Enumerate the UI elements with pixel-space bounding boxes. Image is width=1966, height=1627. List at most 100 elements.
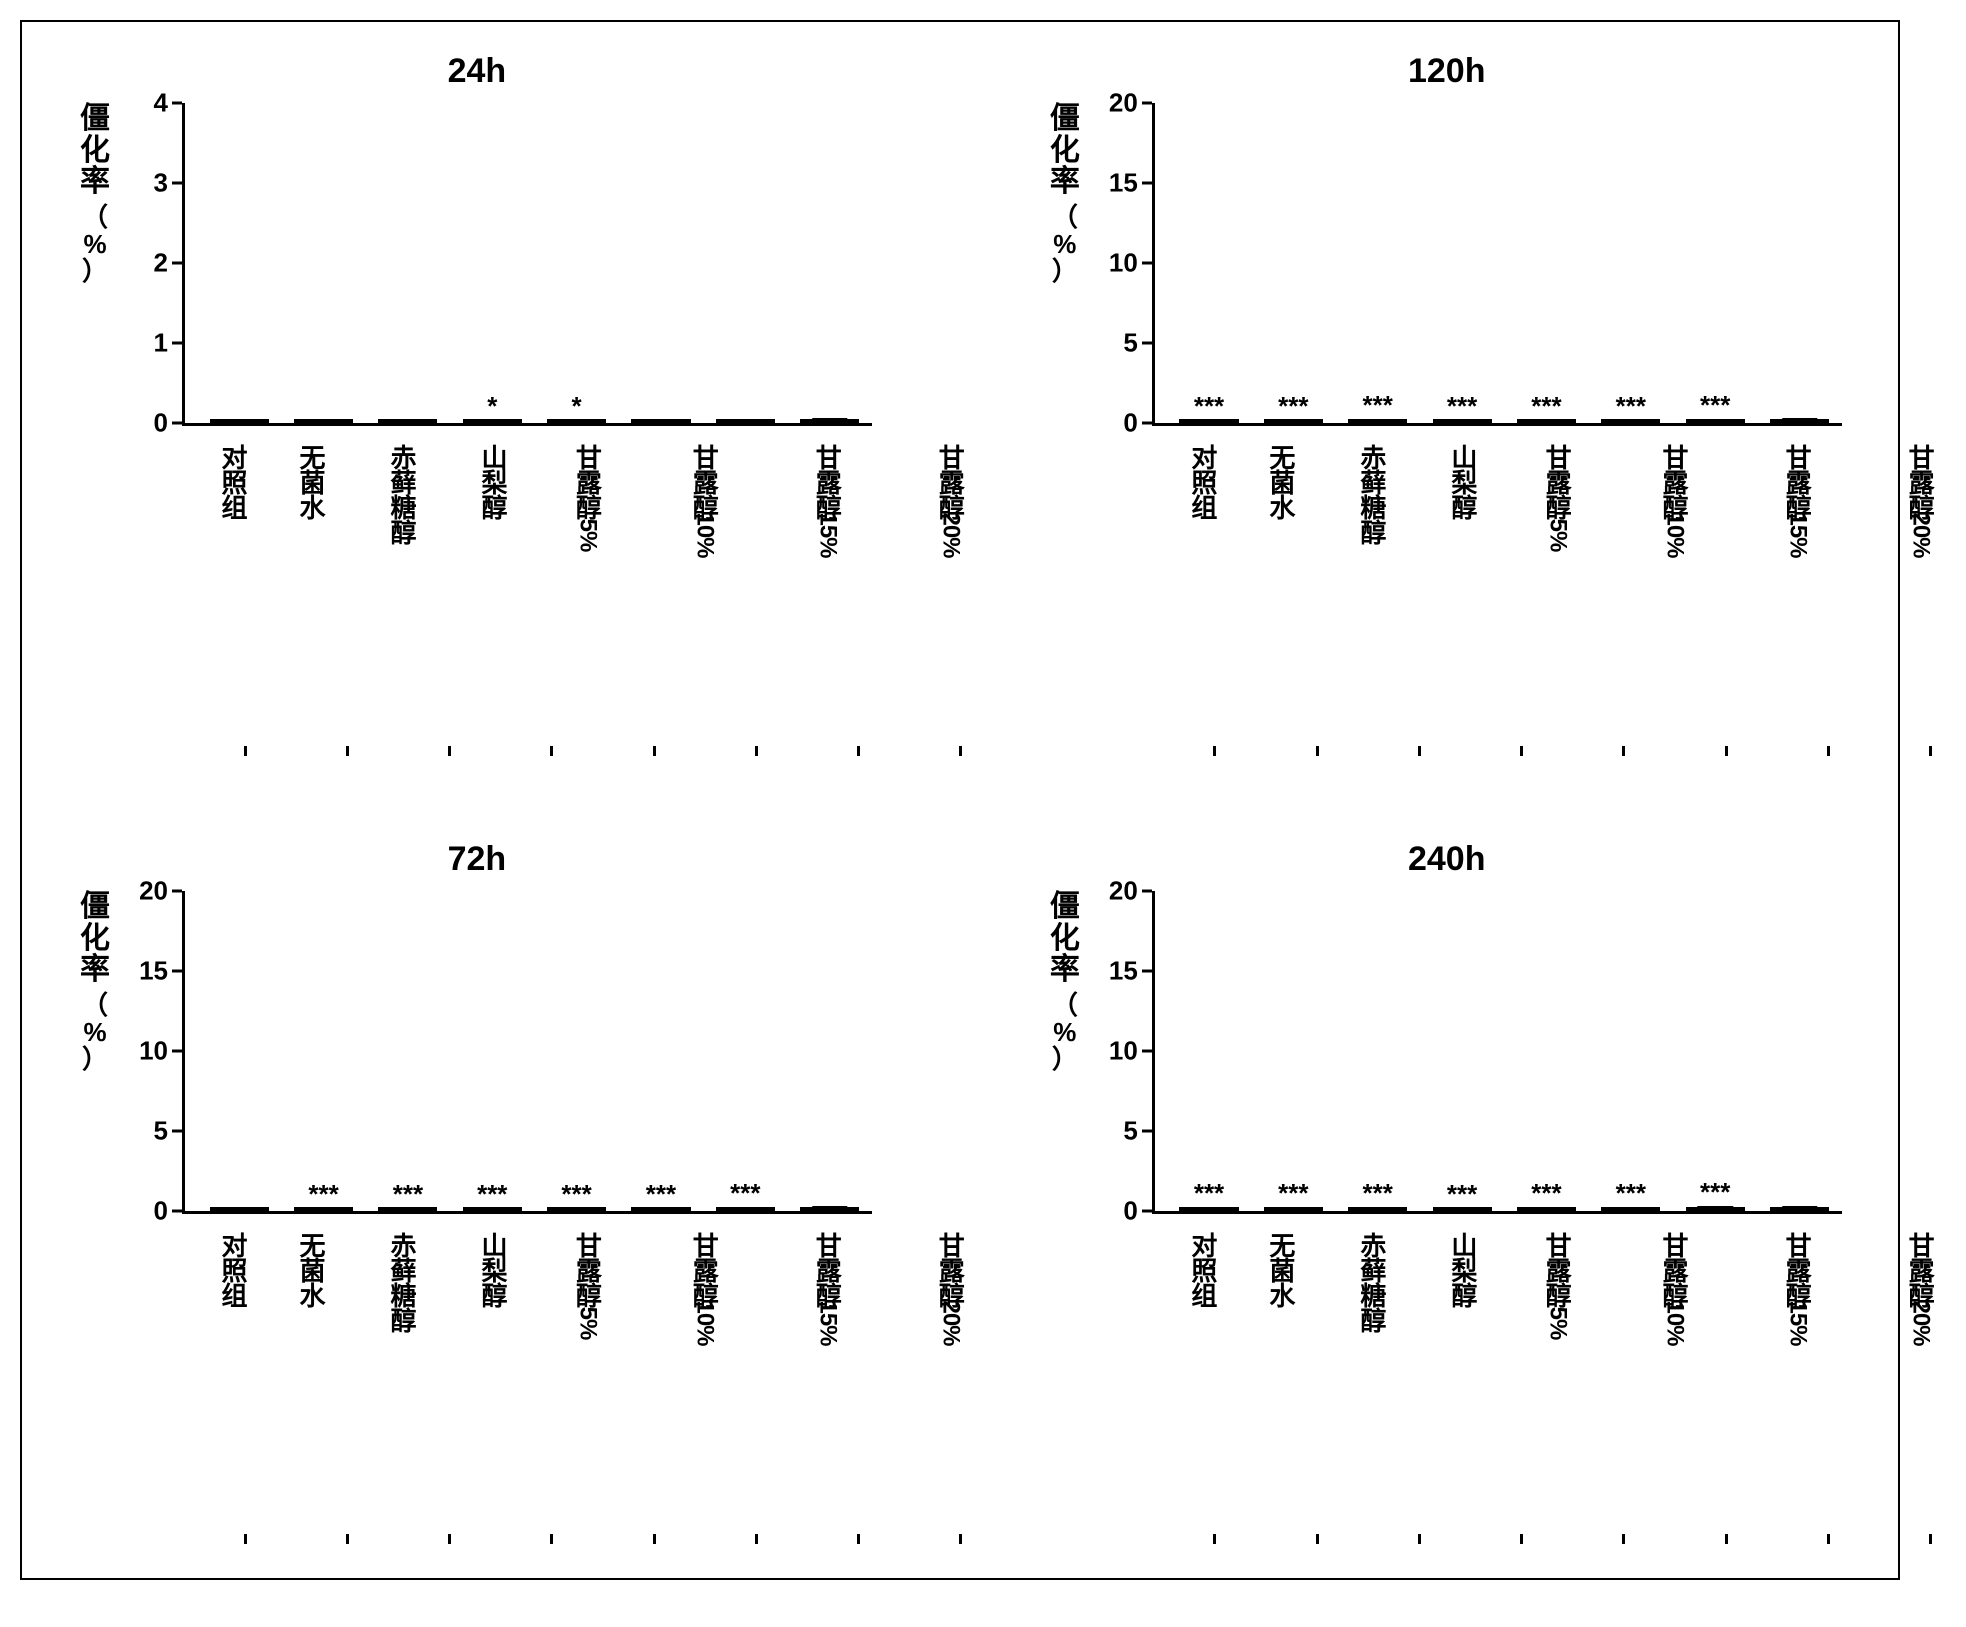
x-tick [346,1534,349,1544]
bar-slot: *** [1673,1207,1757,1211]
x-tick [1827,746,1830,756]
significance-marker: *** [1194,391,1224,422]
x-tick [448,746,451,756]
figure-container: 24h僵化率（%）01234**对照组无菌水赤藓糖醇山梨醇甘露醇5%甘露醇10%… [20,20,1900,1580]
x-tick [550,1534,553,1544]
x-category-label: 甘露醇15% [1775,444,1820,547]
y-tick-label: 10 [139,1036,168,1067]
bars: ********************* [1155,891,1842,1211]
error-cap [221,1208,256,1210]
error-cap [812,1206,847,1208]
panel-title: 24h [62,52,892,91]
bar-slot: *** [450,1207,534,1211]
x-tick [653,746,656,756]
bar-slot [281,419,365,423]
x-category-label: 赤藓糖醇 [389,1232,415,1335]
x-category-label: 甘露醇15% [805,444,850,547]
error-bar [576,422,578,423]
x-tick [1316,1534,1319,1544]
x-category-label: 赤藓糖醇 [389,444,415,547]
y-tick-label: 1 [154,328,168,359]
y-tick-label: 5 [154,1116,168,1147]
plot-area: 僵化率（%）05101520****************** [182,891,872,1214]
bar-slot [788,1207,872,1211]
x-ticks [1152,1534,1966,1544]
x-tick [1213,746,1216,756]
y-tick-label: 5 [1123,328,1137,359]
significance-marker: *** [393,1179,423,1210]
y-tick-label: 3 [154,168,168,199]
panel-p24: 24h僵化率（%）01234**对照组无菌水赤藓糖醇山梨醇甘露醇5%甘露醇10%… [62,52,892,760]
panel-title: 72h [62,840,892,879]
x-tick [1520,746,1523,756]
y-tick-label: 5 [1123,1116,1137,1147]
y-tick-label: 0 [1123,408,1137,439]
significance-marker: *** [1447,391,1477,422]
bar-slot [703,419,787,423]
x-category-label: 甘露醇10% [682,1232,727,1335]
bars: ** [185,103,872,423]
bar-slot: *** [1589,419,1673,423]
y-tick-label: 0 [1123,1196,1137,1227]
x-tick [1213,1534,1216,1544]
y-tick-label: 20 [1109,88,1138,119]
x-tick [244,746,247,756]
x-category-label: 甘露醇15% [1775,1232,1820,1335]
plot-area: 僵化率（%）01234** [182,103,872,426]
significance-marker: *** [1363,390,1393,421]
x-category-label: 甘露醇20% [928,444,973,547]
bars: ********************* [1155,103,1842,423]
significance-marker: *** [477,1179,507,1210]
error-cap [306,419,341,421]
bar-slot [366,419,450,423]
panel-p240: 240h僵化率（%）05101520*********************对… [1032,840,1862,1548]
x-category-label: 甘露醇5% [1541,1232,1574,1335]
significance-marker: *** [1194,1178,1224,1209]
significance-marker: *** [1616,391,1646,422]
x-category-label: 甘露醇20% [1898,444,1943,547]
bar-slot: *** [1167,1207,1251,1211]
panel-title: 120h [1032,52,1862,91]
bar-slot [619,419,703,423]
bar-slot: *** [619,1207,703,1211]
x-tick [1929,1534,1932,1544]
significance-marker: *** [561,1179,591,1210]
significance-marker: *** [1363,1178,1393,1209]
error-cap [1782,1206,1817,1208]
x-tick [1418,746,1421,756]
x-ticks [182,1534,1012,1544]
x-tick [1725,746,1728,756]
x-category-label: 甘露醇20% [1898,1232,1943,1335]
plot-area: 僵化率（%）05101520********************* [1152,891,1842,1214]
x-tick [857,1534,860,1544]
y-tick-label: 10 [1109,248,1138,279]
significance-marker: *** [1616,1178,1646,1209]
x-tick [1827,1534,1830,1544]
y-tick-label: 20 [1109,876,1138,907]
x-tick [346,746,349,756]
x-category-label: 对照组 [220,444,246,547]
x-category-label: 山梨醇 [1450,1232,1476,1335]
significance-marker: *** [1531,391,1561,422]
x-category-label: 甘露醇20% [928,1232,973,1335]
x-category-label: 对照组 [220,1232,246,1335]
x-tick [1725,1534,1728,1544]
x-category-label: 山梨醇 [480,444,506,547]
x-category-label: 无菌水 [1268,1232,1294,1335]
bar-slot: *** [1420,419,1504,423]
error-cap [1782,418,1817,420]
panel-p120: 120h僵化率（%）05101520*********************对… [1032,52,1862,760]
y-tick-label: 0 [154,1196,168,1227]
significance-marker: * [572,391,582,422]
y-axis-label: 僵化率（%） [1045,891,1085,1073]
error-bar [407,421,409,422]
x-tick [959,1534,962,1544]
x-ticks [182,746,1012,756]
y-axis-label: 僵化率（%） [75,891,115,1073]
plot-area: 僵化率（%）05101520********************* [1152,103,1842,426]
significance-marker: *** [1278,1178,1308,1209]
bar-slot: *** [1504,1207,1588,1211]
x-tick [755,746,758,756]
bar-slot: *** [1673,419,1757,423]
x-labels: 对照组无菌水赤藓糖醇山梨醇甘露醇5%甘露醇10%甘露醇15%甘露醇20% [1152,444,1966,547]
